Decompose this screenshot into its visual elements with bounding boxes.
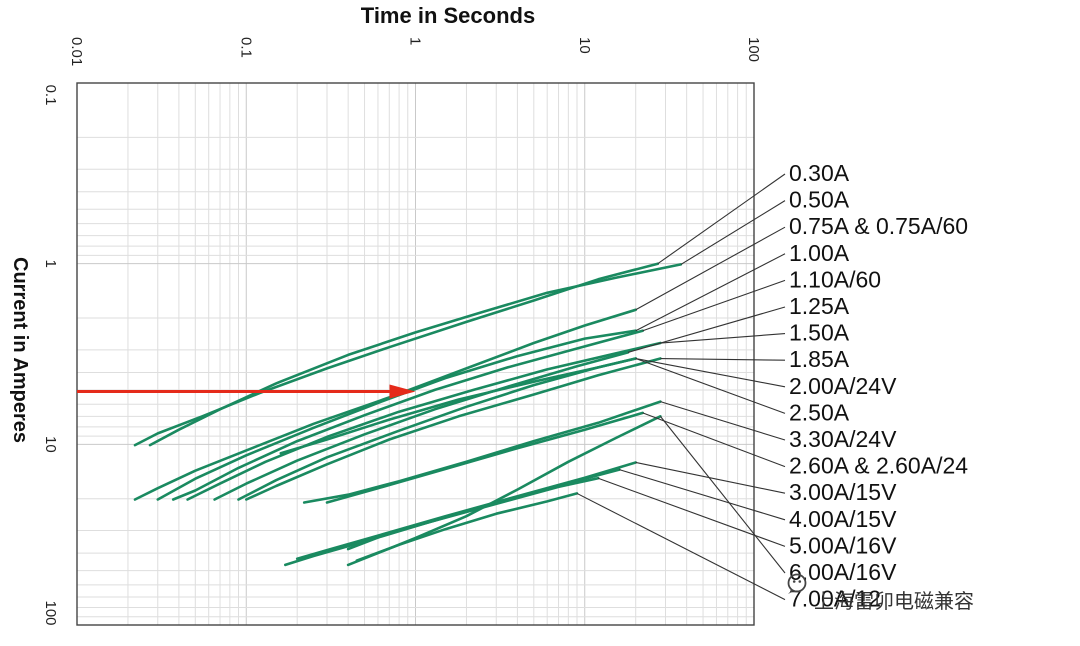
- curve-2-60a-2-60a-24: [325, 411, 645, 504]
- x-tick-label: 0.1: [237, 37, 254, 58]
- x-tick-label: 0.01: [68, 37, 85, 66]
- leader-line: [660, 333, 786, 344]
- curve-label: 0.30A: [789, 160, 850, 186]
- curve-label: 2.50A: [789, 399, 850, 425]
- leader-line: [576, 492, 786, 601]
- leader-lines: [576, 173, 786, 601]
- leader-line: [657, 173, 786, 265]
- curve-label: 3.00A/15V: [789, 479, 897, 505]
- arrow-head: [389, 384, 416, 399]
- curve-label: 1.85A: [789, 346, 850, 372]
- leader-line: [660, 357, 786, 361]
- leader-line: [660, 401, 786, 441]
- curve-label: 0.75A & 0.75A/60: [789, 213, 968, 239]
- x-tick-labels: 0.01 0.1 1 10 100: [68, 37, 762, 66]
- curve-1-10a-60: [171, 329, 645, 501]
- watermark: 上海雷卯电磁兼容: [787, 573, 974, 613]
- curve-label: 4.00A/15V: [789, 506, 897, 532]
- leader-line: [642, 279, 786, 332]
- leader-line: [642, 412, 786, 468]
- x-axis-title: Time in Seconds: [361, 3, 535, 28]
- y-tick-labels: 0.1 1 10 100: [42, 85, 59, 626]
- curve-label: 3.30A/24V: [789, 426, 897, 452]
- y-tick-label: 1: [42, 259, 59, 267]
- curve-label: 2.60A & 2.60A/24: [789, 453, 968, 479]
- plot-frame: [76, 82, 755, 626]
- curve-2-50a: [279, 357, 638, 455]
- y-axis-title: Current in Amperes: [9, 257, 31, 443]
- curve-1-00a: [156, 329, 638, 501]
- leader-line: [619, 469, 786, 521]
- curve-1-50a: [186, 341, 662, 501]
- curve-label: 1.00A: [789, 240, 850, 266]
- watermark-text: 上海雷卯电磁兼容: [814, 589, 974, 613]
- leader-line: [660, 416, 786, 574]
- curve-0-50a: [148, 263, 683, 447]
- curve-1-85a: [245, 357, 662, 501]
- x-tick-label: 1: [407, 37, 424, 45]
- leader-line: [635, 358, 786, 414]
- leader-line: [635, 253, 786, 332]
- curve-label: 7.00A/12: [789, 586, 881, 612]
- curve-label: 1.25A: [789, 293, 850, 319]
- x-tick-label: 100: [745, 37, 762, 62]
- leader-line: [635, 461, 786, 494]
- leader-line: [635, 226, 786, 311]
- reference-arrow: [77, 384, 416, 399]
- curves: [133, 262, 683, 567]
- x-tick-label: 10: [576, 37, 593, 54]
- leader-line: [627, 306, 786, 353]
- curve-1-25a: [213, 351, 630, 501]
- leader-line: [597, 477, 786, 547]
- leader-line: [635, 357, 786, 388]
- y-tick-label: 0.1: [42, 85, 59, 106]
- wechat-icon: [787, 573, 807, 594]
- y-tick-label: 10: [42, 436, 59, 453]
- curve-0-75a-0-75a-60: [133, 308, 638, 501]
- curve-7-00a-12: [355, 492, 579, 562]
- curve-5-00a-16v: [346, 476, 600, 551]
- curve-label: 1.50A: [789, 320, 850, 346]
- curve-label: 1.10A/60: [789, 266, 881, 292]
- grid: [76, 82, 754, 625]
- y-tick-label: 100: [42, 600, 59, 625]
- curve-label: 0.50A: [789, 187, 850, 213]
- curve-label: 6.00A/16V: [789, 559, 897, 585]
- leader-line: [680, 200, 786, 265]
- curve-label: 5.00A/16V: [789, 532, 897, 558]
- curve-label: 2.00A/24V: [789, 373, 897, 399]
